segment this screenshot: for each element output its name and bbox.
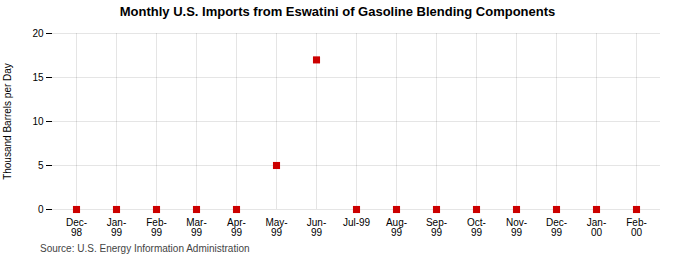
svg-text:0: 0 [38, 204, 44, 215]
svg-text:Apr-99: Apr-99 [227, 217, 246, 238]
svg-text:Jul-99: Jul-99 [343, 217, 371, 228]
svg-text:Feb-99: Feb-99 [146, 217, 167, 238]
svg-text:10: 10 [32, 116, 44, 127]
svg-text:Thousand Barrels per Day: Thousand Barrels per Day [2, 63, 13, 180]
html-text:Monthly U.S. Imports from Eswa: Monthly U.S. Imports from Eswatini of Ga… [119, 4, 556, 19]
svg-text:Dec-98: Dec-98 [66, 217, 87, 238]
svg-text:Oct-99: Oct-99 [467, 217, 486, 238]
svg-text:May-99: May-99 [265, 217, 287, 238]
svg-text:Jun-99: Jun-99 [307, 217, 326, 238]
svg-text:Mar-99: Mar-99 [186, 217, 207, 238]
html-text:Source: U.S. Energy Informatio: Source: U.S. Energy Information Administ… [40, 243, 250, 254]
svg-text:Sep-99: Sep-99 [426, 217, 447, 238]
svg-text:Aug-99: Aug-99 [386, 217, 407, 238]
svg-text:15: 15 [32, 72, 44, 83]
svg-text:Feb-00: Feb-00 [626, 217, 647, 238]
svg-text:Jan-99: Jan-99 [107, 217, 126, 238]
svg-text:Jan-00: Jan-00 [587, 217, 606, 238]
svg-text:Dec-99: Dec-99 [546, 217, 567, 238]
svg-text:Nov-99: Nov-99 [506, 217, 527, 238]
svg-text:20: 20 [32, 28, 44, 39]
svg-text:5: 5 [38, 160, 44, 171]
